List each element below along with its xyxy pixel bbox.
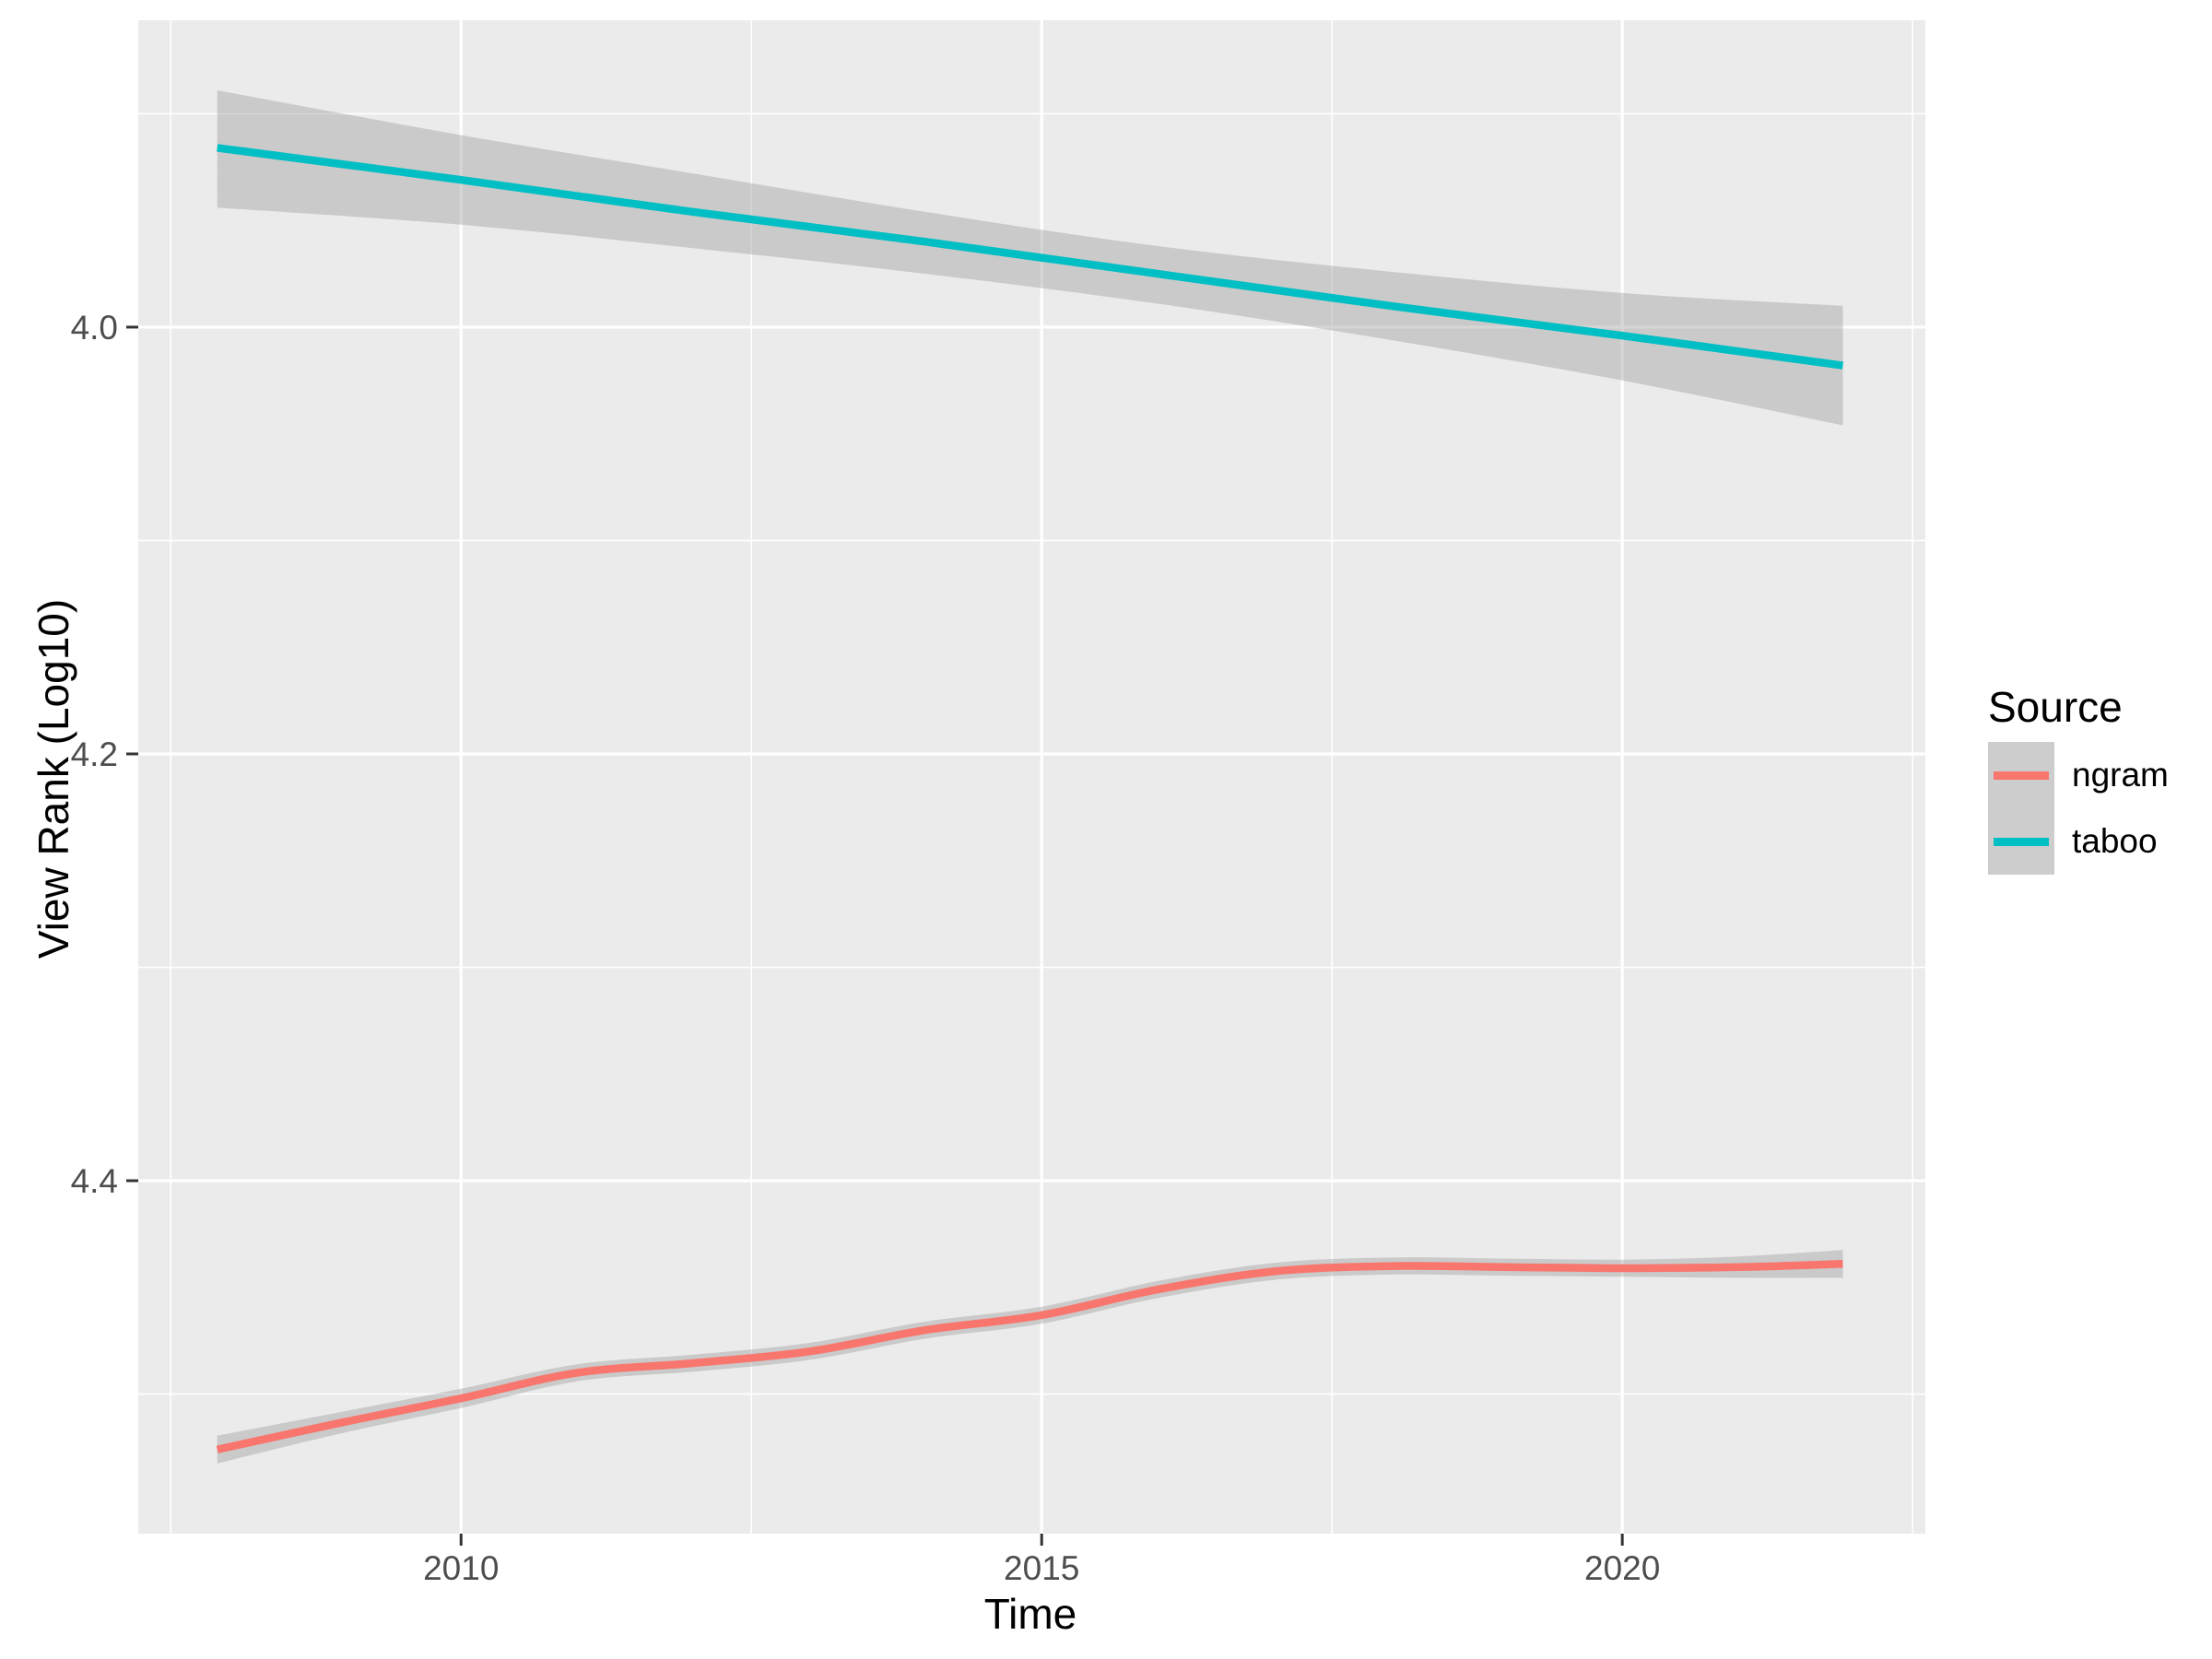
- legend-key-line-ngram: [1994, 771, 2049, 780]
- y-axis-title: View Rank (Log10): [29, 598, 77, 959]
- y-tick-label: 4.4: [71, 1162, 118, 1200]
- x-axis-title: Time: [983, 1590, 1077, 1638]
- x-tick-label: 2020: [1584, 1549, 1660, 1587]
- trend-line-taboo: [217, 144, 1844, 370]
- legend-entry-taboo: taboo: [1988, 808, 2169, 875]
- legend-key-taboo: [1988, 808, 2054, 875]
- legend-label-taboo: taboo: [2072, 822, 2158, 860]
- legend-title: Source: [1988, 683, 2123, 731]
- panel-background: [138, 20, 1925, 1534]
- y-tick-label: 4.2: [71, 735, 118, 773]
- y-tick-label: 4.0: [71, 309, 118, 347]
- legend-label-ngram: ngram: [2072, 756, 2169, 794]
- trend-line-ngram: [216, 1260, 1843, 1453]
- legend: Source ngram taboo: [1988, 682, 2169, 875]
- legend-entry-ngram: ngram: [1988, 742, 2169, 808]
- legend-key-ngram: [1988, 742, 2054, 808]
- x-tick-label: 2015: [1004, 1549, 1079, 1587]
- x-tick-label: 2010: [423, 1549, 499, 1587]
- legend-key-line-taboo: [1994, 837, 2049, 846]
